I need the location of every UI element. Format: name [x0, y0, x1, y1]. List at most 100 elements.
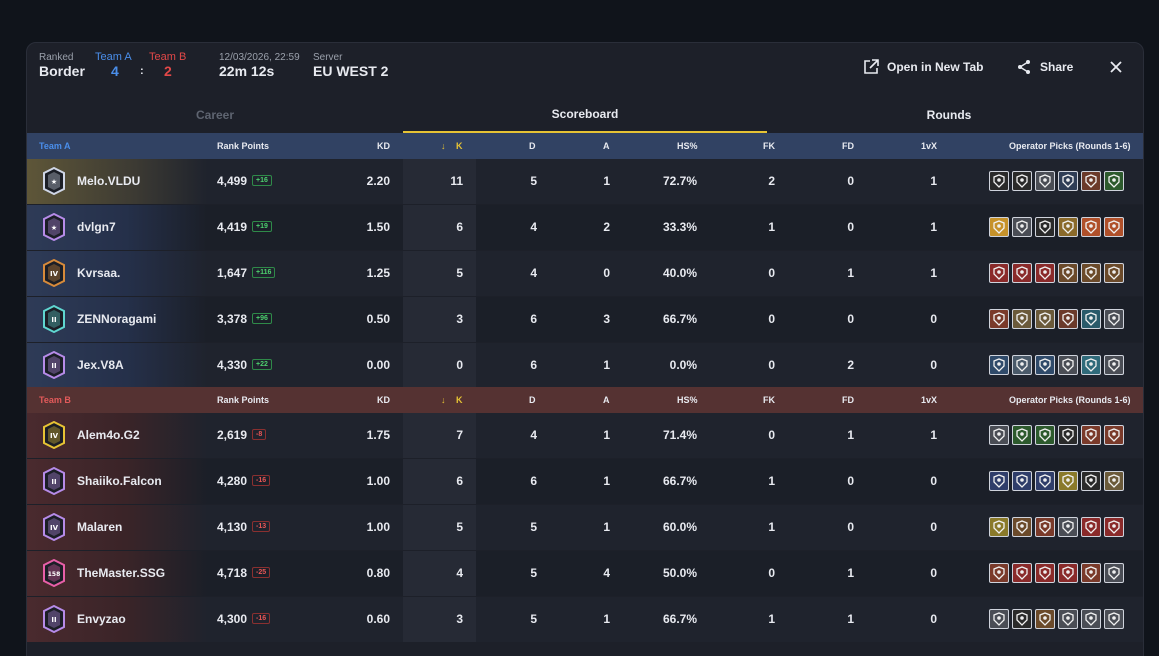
tab-rounds[interactable]: Rounds [926, 108, 972, 122]
operator-icon[interactable] [1058, 309, 1078, 329]
operator-icon[interactable] [1035, 217, 1055, 237]
player-name[interactable]: Malaren [77, 520, 123, 534]
operator-icon[interactable] [1081, 171, 1101, 191]
operator-icon[interactable] [989, 563, 1009, 583]
player-name[interactable]: Shaiiko.Falcon [77, 474, 162, 488]
operator-icon[interactable] [1012, 171, 1032, 191]
operator-icon[interactable] [1104, 517, 1124, 537]
operator-icon[interactable] [1012, 517, 1032, 537]
operator-icon[interactable] [1104, 309, 1124, 329]
player-row[interactable]: ★ dvlgn7 4,419 +19 1.50 6 4 2 33.3% 1 0 1 [27, 205, 1143, 251]
operator-icon[interactable] [1012, 263, 1032, 283]
operator-icon[interactable] [1035, 517, 1055, 537]
operator-icon[interactable] [1058, 517, 1078, 537]
player-row[interactable]: 158 TheMaster.SSG 4,718 -25 0.80 4 5 4 50.0% 0 1 0 [27, 551, 1143, 597]
operator-icon[interactable] [1104, 355, 1124, 375]
col-fd[interactable]: FD [842, 141, 854, 151]
operator-icon[interactable] [1035, 609, 1055, 629]
col-fk[interactable]: FK [763, 395, 775, 405]
col-rank-points[interactable]: Rank Points [217, 141, 270, 151]
col-a[interactable]: A [603, 141, 610, 151]
player-name[interactable]: Alem4o.G2 [77, 428, 140, 442]
col-hs[interactable]: HS% [677, 141, 698, 151]
operator-icon[interactable] [1058, 471, 1078, 491]
operator-icon[interactable] [1081, 563, 1101, 583]
operator-icon[interactable] [1058, 171, 1078, 191]
col-a[interactable]: A [603, 395, 610, 405]
operator-icon[interactable] [989, 425, 1009, 445]
operator-icon[interactable] [1012, 355, 1032, 375]
player-name[interactable]: ZENNoragami [77, 312, 157, 326]
share-button[interactable]: Share [1016, 57, 1073, 77]
operator-icon[interactable] [1012, 217, 1032, 237]
player-name[interactable]: dvlgn7 [77, 220, 116, 234]
operator-icon[interactable] [1035, 263, 1055, 283]
operator-icon[interactable] [1058, 217, 1078, 237]
player-row[interactable]: II Envyzao 4,300 -16 0.60 3 5 1 66.7% 1 1 0 [27, 597, 1143, 643]
player-row[interactable]: IV Kvrsaa. 1,647 +116 1.25 5 4 0 40.0% 0 1 1 [27, 251, 1143, 297]
col-1vx[interactable]: 1vX [921, 395, 938, 405]
tab-career[interactable]: Career [195, 108, 235, 122]
operator-icon[interactable] [1104, 609, 1124, 629]
col-hs[interactable]: HS% [677, 395, 698, 405]
col-fd[interactable]: FD [842, 395, 854, 405]
open-new-tab-button[interactable]: Open in New Tab [863, 57, 983, 77]
operator-icon[interactable] [1081, 425, 1101, 445]
operator-icon[interactable] [1081, 609, 1101, 629]
player-name[interactable]: Kvrsaa. [77, 266, 121, 280]
col-fk[interactable]: FK [763, 141, 775, 151]
operator-icon[interactable] [1035, 425, 1055, 445]
player-row[interactable]: ★ Melo.VLDU 4,499 +16 2.20 11 5 1 72.7% 2 0 1 [27, 159, 1143, 205]
operator-icon[interactable] [1012, 471, 1032, 491]
operator-icon[interactable] [989, 517, 1009, 537]
player-name[interactable]: Melo.VLDU [77, 174, 141, 188]
col-kd[interactable]: KD [377, 395, 390, 405]
operator-icon[interactable] [1104, 171, 1124, 191]
operator-icon[interactable] [1012, 425, 1032, 445]
operator-icon[interactable] [1058, 563, 1078, 583]
tab-scoreboard[interactable]: Scoreboard [403, 97, 767, 133]
operator-icon[interactable] [1012, 563, 1032, 583]
operator-icon[interactable] [1058, 609, 1078, 629]
player-name[interactable]: TheMaster.SSG [77, 566, 166, 580]
operator-icon[interactable] [1081, 263, 1101, 283]
col-rank-points[interactable]: Rank Points [217, 395, 270, 405]
player-name[interactable]: Jex.V8A [77, 358, 124, 372]
player-row[interactable]: II ZENNoragami 3,378 +96 0.50 3 6 3 66.7% 0 0 0 [27, 297, 1143, 343]
col-d[interactable]: D [529, 141, 536, 151]
operator-icon[interactable] [1035, 355, 1055, 375]
operator-icon[interactable] [1081, 217, 1101, 237]
col-k[interactable]: K [456, 395, 463, 405]
operator-icon[interactable] [989, 171, 1009, 191]
operator-icon[interactable] [989, 471, 1009, 491]
operator-icon[interactable] [1035, 171, 1055, 191]
col-d[interactable]: D [529, 395, 536, 405]
operator-icon[interactable] [1035, 563, 1055, 583]
operator-icon[interactable] [1104, 425, 1124, 445]
operator-icon[interactable] [1081, 517, 1101, 537]
operator-icon[interactable] [1058, 355, 1078, 375]
operator-icon[interactable] [1104, 471, 1124, 491]
operator-icon[interactable] [1035, 471, 1055, 491]
operator-icon[interactable] [1012, 609, 1032, 629]
col-1vx[interactable]: 1vX [921, 141, 938, 151]
player-row[interactable]: II Jex.V8A 4,330 +22 0.00 0 6 1 0.0% 0 2 0 [27, 343, 1143, 389]
operator-icon[interactable] [1104, 563, 1124, 583]
operator-icon[interactable] [989, 309, 1009, 329]
operator-icon[interactable] [1058, 425, 1078, 445]
operator-icon[interactable] [1081, 355, 1101, 375]
operator-icon[interactable] [989, 217, 1009, 237]
player-row[interactable]: II Shaiiko.Falcon 4,280 -16 1.00 6 6 1 66.7% 1 0 0 [27, 459, 1143, 505]
operator-icon[interactable] [1104, 217, 1124, 237]
operator-icon[interactable] [989, 609, 1009, 629]
operator-icon[interactable] [1058, 263, 1078, 283]
col-kd[interactable]: KD [377, 141, 390, 151]
col-k[interactable]: K [456, 141, 463, 151]
close-button[interactable] [1109, 57, 1131, 77]
operator-icon[interactable] [1012, 309, 1032, 329]
operator-icon[interactable] [989, 355, 1009, 375]
operator-icon[interactable] [1035, 309, 1055, 329]
player-row[interactable]: IV Alem4o.G2 2,619 -8 1.75 7 4 1 71.4% 0 1 1 [27, 413, 1143, 459]
operator-icon[interactable] [1104, 263, 1124, 283]
operator-icon[interactable] [989, 263, 1009, 283]
